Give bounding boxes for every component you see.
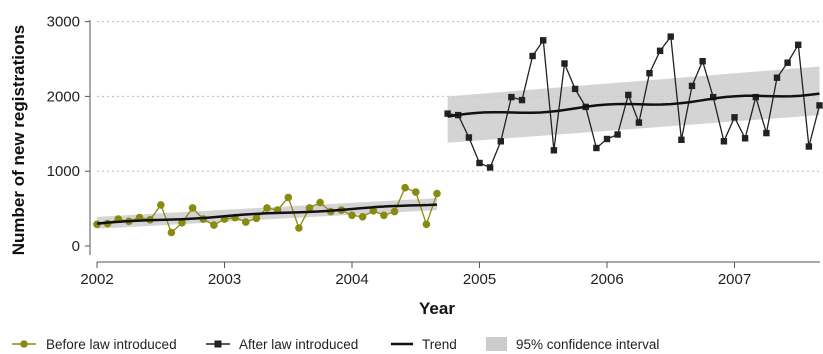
x-tick-label: 2005: [463, 271, 496, 288]
data-point-before: [295, 224, 303, 232]
x-ticks: 2002 2003 2004 2005 2006 2007: [80, 262, 751, 288]
x-tick-label: 2006: [590, 271, 623, 288]
data-point-after: [667, 33, 674, 40]
data-point-after: [561, 60, 568, 67]
data-point-before: [284, 193, 293, 202]
legend-before-label: Before law introduced: [46, 337, 177, 352]
data-point-after: [550, 147, 558, 154]
data-point-after: [529, 52, 536, 60]
data-point-after: [763, 129, 770, 137]
data-point-before: [188, 204, 197, 212]
data-point-before: [178, 219, 186, 227]
data-point-after: [678, 136, 685, 143]
data-point-before: [263, 204, 271, 212]
data-point-after: [444, 110, 451, 117]
trend-line-before: [96, 203, 438, 225]
x-tick-label: 2004: [335, 271, 368, 288]
x-tick-label: 2007: [718, 271, 751, 288]
legend-after-label: After law introduced: [239, 337, 358, 352]
legend-item-before: Before law introduced: [12, 337, 177, 352]
data-point-after: [731, 114, 738, 121]
data-point-after: [773, 74, 781, 81]
y-tick-label: 1000: [47, 163, 80, 180]
data-point-after: [593, 144, 600, 152]
data-point-before: [401, 183, 409, 192]
data-point-before: [390, 207, 399, 216]
legend: Before law introduced After law introduc…: [12, 337, 659, 352]
x-axis-title: Year: [419, 299, 455, 318]
legend-item-after: After law introduced: [206, 337, 358, 352]
data-point-before: [252, 214, 261, 223]
y-tick-label: 2000: [47, 88, 80, 105]
legend-before-marker: [20, 340, 28, 348]
y-ticks: 0 1000 2000 3000: [47, 14, 90, 255]
legend-after-marker: [214, 340, 222, 348]
x-tick-label: 2002: [80, 271, 113, 288]
x-tick-label: 2003: [208, 271, 241, 288]
data-point-before: [157, 201, 165, 209]
data-point-before: [348, 211, 356, 220]
legend-item-ci: 95% confidence interval: [486, 337, 659, 352]
data-point-after: [635, 119, 643, 126]
data-point-after: [518, 96, 526, 104]
data-point-after: [752, 93, 759, 101]
data-point-after: [805, 143, 813, 150]
data-point-after: [486, 164, 494, 171]
data-point-after: [476, 159, 483, 167]
data-point-after: [699, 58, 706, 65]
data-point-before: [422, 220, 431, 229]
data-point-before: [369, 207, 378, 215]
y-tick-label: 3000: [47, 14, 80, 31]
data-point-before: [167, 228, 176, 237]
y-tick-label: 0: [72, 238, 80, 255]
data-point-after: [625, 91, 632, 99]
data-point-after: [816, 102, 823, 109]
data-point-before: [316, 198, 324, 207]
legend-ci-swatch: [486, 337, 507, 351]
trend-line-after: [447, 92, 820, 118]
data-point-after: [614, 131, 621, 138]
data-point-after: [508, 93, 515, 101]
data-point-before: [380, 211, 388, 220]
data-point-after: [784, 59, 791, 66]
data-point-before: [242, 218, 250, 226]
series-line-after: [447, 34, 821, 169]
data-point-after: [465, 134, 473, 141]
data-point-before: [358, 213, 367, 221]
axes: [89, 20, 820, 263]
data-point-after: [497, 138, 504, 145]
data-point-after: [720, 138, 728, 145]
data-point-after: [741, 135, 749, 142]
data-point-after: [603, 135, 611, 143]
data-point-after: [646, 70, 653, 77]
legend-item-trend: Trend: [391, 337, 457, 352]
data-point-before: [433, 189, 441, 198]
data-point-after: [688, 82, 696, 90]
data-point-after: [710, 93, 717, 101]
data-point-before: [305, 204, 314, 212]
data-point-after: [795, 41, 802, 48]
legend-ci-label: 95% confidence interval: [516, 337, 659, 352]
data-point-before: [210, 221, 218, 229]
legend-trend-label: Trend: [422, 337, 457, 352]
trend-lines: [96, 92, 820, 225]
data-point-after: [540, 37, 547, 44]
y-axis-title: Number of new registrations: [9, 25, 28, 255]
data-point-before: [412, 188, 420, 196]
data-point-after: [571, 85, 579, 93]
data-point-after: [656, 47, 664, 54]
data-series: [93, 33, 823, 237]
